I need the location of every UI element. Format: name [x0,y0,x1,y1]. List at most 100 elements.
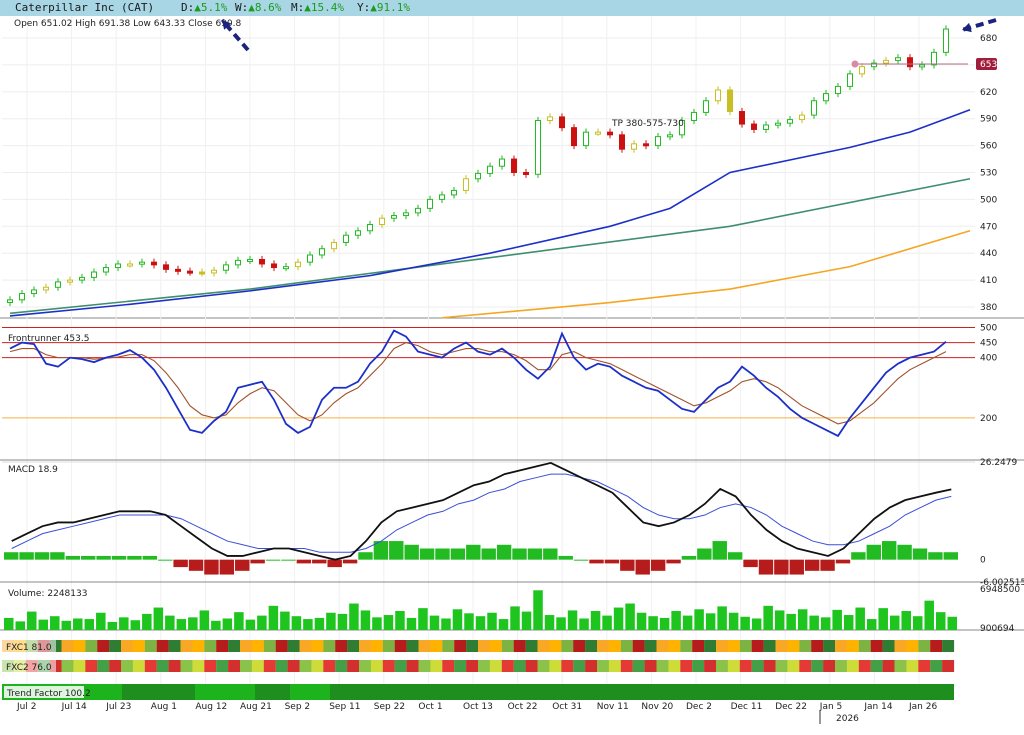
macd-tick-label: -6.002515 [980,578,1024,588]
volume-bar [153,607,164,630]
volume-bar [429,615,440,630]
fxc2-heat-cell [894,660,907,672]
fxc2-heat-cell [537,660,550,672]
candle-body [607,131,613,136]
fxc2-heat-cell [787,660,800,672]
fxc1-heat-cell [347,640,360,652]
trend-factor-label-bg [4,686,84,698]
volume-bar [843,615,854,630]
candle-body [235,259,241,266]
volume-bar [602,615,612,630]
fxc2-heat-cell [597,660,609,672]
macd-histogram-bar [912,548,928,560]
volume-bar [245,619,256,630]
fxc1-heat-cell [597,640,609,652]
fxc2-heat-cell [668,660,681,672]
price-badge [976,58,997,70]
fxc2-heat-cell [775,660,788,672]
price-tick-label: 560 [980,142,997,152]
fxc1-heat-cell [192,640,205,652]
x-axis-label: Nov 11 [597,702,629,712]
fxc1-heat-cell [370,640,383,652]
fxc1-heat-cell [180,640,193,652]
fxc1-heat-cell [620,640,633,652]
macd-histogram-bar [573,559,589,561]
x-axis-label: Dec 2 [686,702,712,712]
volume-bar [303,619,313,630]
volume-bar [326,612,336,630]
fxc2-heat-cell [561,660,574,672]
candle-body [55,281,61,288]
fxc1-heat-cell [442,640,455,652]
volume-bar [280,611,290,630]
macd-histogram-bar [373,541,389,560]
macd-histogram-bar [897,544,912,560]
candle-body [247,258,253,262]
ma-mid-line [9,177,971,315]
volume-bar [406,617,417,630]
fxc2-heat-cell [370,660,383,672]
candle-body [679,119,685,136]
fxc2-heat-cell [704,660,717,672]
perf-item: M:▲15.4% [291,0,344,16]
fxc1-heat-cell [85,640,98,652]
candle-body [907,57,913,68]
fxc2-heat-cell [109,660,122,672]
fxc1-heat-cell [644,640,657,652]
fxc1-heat-cell [335,640,348,652]
volume-bar [878,608,888,630]
candle-body [319,248,325,256]
macd-histogram-bar [589,559,604,564]
fxc1-heat-cell [228,640,241,652]
volume-label: Volume: 2248133 [8,589,87,599]
volume-bar [61,620,72,630]
trend-factor-bar [2,684,954,700]
macd-histogram-bar [404,544,419,560]
fxc1-heat-cell [144,640,157,652]
macd-histogram-bar [558,555,573,560]
candle-body [379,217,385,226]
fxc2-heat-cell [858,660,871,672]
oscillator-label: Frontrunner 453.5 [8,334,89,344]
oscillator-series-line [9,341,947,425]
fxc2-heat-cell [216,660,229,672]
x-axis-label: Jul 23 [105,702,131,712]
volume-bar [383,615,394,630]
fxc2-heat-cell [501,660,514,672]
candle-body [391,215,397,219]
volume-bar [912,616,923,630]
x-axis-label: Oct 22 [508,702,538,712]
fxc1-heat-cell [882,640,895,652]
fxc2-heat-cell [192,660,205,672]
candle-body [211,269,217,274]
candle-body [43,286,49,291]
volume-bar [889,615,900,630]
macd-histogram-bar [342,559,358,564]
volume-bar [498,619,509,630]
macd-histogram-bar [281,559,296,561]
volume-bar [360,610,371,630]
fxc2-heat-cell [942,660,955,672]
macd-histogram-bar [604,559,620,564]
company-name: Caterpillar Inc (CAT) [15,1,155,14]
macd-histogram-bar [219,559,235,575]
price-tick-label: 530 [980,168,997,178]
macd-histogram-bar [681,555,697,560]
macd-histogram-bar [758,559,774,575]
trend-factor-label: Trend Factor 100.2 [6,689,91,699]
macd-label: MACD 18.9 [8,465,58,475]
fxc1-heat-cell [716,640,728,652]
candle-body [79,276,85,281]
x-axis-label: Aug 21 [240,702,272,712]
candle-body [751,123,757,130]
price-tick-label: 440 [980,249,997,259]
macd-histogram-bar [65,555,81,560]
volume-bar [625,603,635,630]
fxc1-heat-cell [858,640,871,652]
perf-value: ▲8.6% [248,1,282,14]
candle-body [547,116,553,121]
volume-bar [372,617,382,630]
macd-histogram-bar [697,548,712,560]
volume-bar [464,613,474,630]
fxc2-heat-cell [359,660,371,672]
